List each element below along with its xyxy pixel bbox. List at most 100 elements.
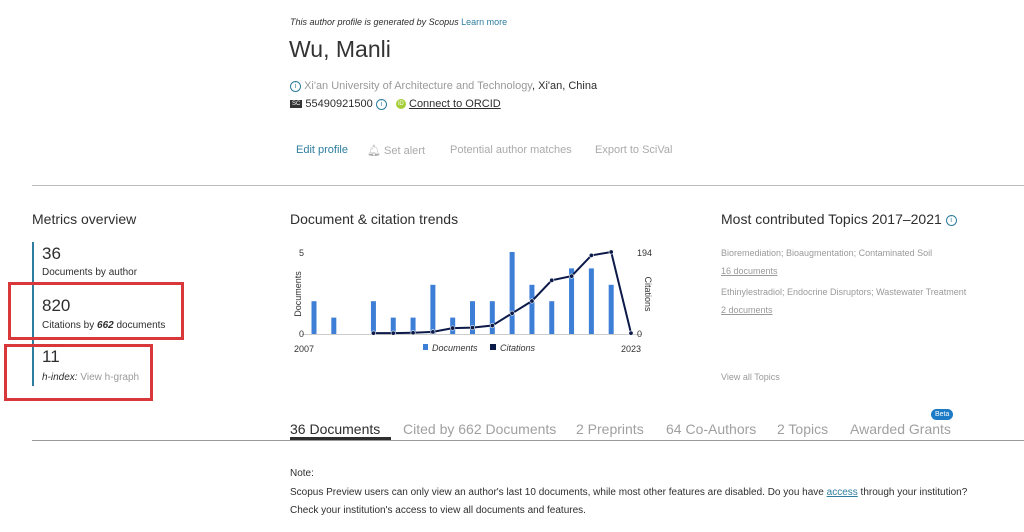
- hindex-label: h-index:: [42, 372, 78, 383]
- bar-2013: [430, 284, 436, 334]
- affiliation-row: i Xi'an University of Architecture and T…: [290, 80, 597, 92]
- export-scival-button[interactable]: Export to SciVal: [595, 144, 673, 156]
- bar-2016: [489, 301, 495, 334]
- highlight-box-citations: [8, 282, 184, 340]
- view-hgraph-link[interactable]: View h-graph: [80, 372, 140, 383]
- bar-2021: [588, 268, 594, 334]
- bar-2012: [410, 317, 416, 334]
- edit-profile-button[interactable]: Edit profile: [296, 144, 348, 156]
- trends-title: Document & citation trends: [290, 211, 459, 227]
- affiliation-link[interactable]: Xi'an University of Architecture and Tec…: [304, 80, 532, 92]
- topics-title: Most contributed Topics 2017–2021 i: [721, 211, 957, 227]
- citing-docs-count: 662: [97, 320, 114, 331]
- profile-notice: This author profile is generated by Scop…: [290, 17, 507, 27]
- set-alert-label: Set alert: [384, 145, 425, 157]
- tab-coauthors[interactable]: 64 Co-Authors: [666, 421, 757, 437]
- highlight-box-hindex: [4, 344, 153, 401]
- info-icon[interactable]: i: [375, 98, 387, 110]
- note-text: through your institution?: [857, 487, 968, 498]
- bar-2007: [311, 301, 317, 334]
- citation-point-2011: [390, 330, 396, 336]
- bell-icon: 🔔︎: [367, 145, 381, 157]
- bar-2011: [390, 317, 396, 334]
- legend-citations: Citations: [500, 343, 536, 353]
- documents-count[interactable]: 36: [42, 244, 61, 263]
- set-alert-button[interactable]: 🔔︎ Set alert: [367, 144, 425, 157]
- right-tick: 0: [637, 329, 642, 339]
- bar-2008: [331, 317, 337, 334]
- bar-2018: [529, 284, 535, 334]
- note-line1: Scopus Preview users can only view an au…: [290, 487, 967, 498]
- legend-documents: Documents: [432, 343, 478, 353]
- y-axis-label-left: Documents: [293, 271, 303, 317]
- connect-orcid-link[interactable]: Connect to ORCID: [409, 98, 501, 110]
- y-axis-label-right: Citations: [643, 276, 653, 312]
- left-tick: 0: [299, 329, 304, 339]
- divider: [32, 185, 1024, 186]
- info-icon[interactable]: i: [290, 80, 301, 92]
- left-tick: 5: [299, 248, 304, 258]
- note-title: Note:: [290, 468, 314, 479]
- scopus-id: 55490921500: [305, 98, 373, 110]
- scopus-id-icon: SC: [290, 100, 303, 109]
- citation-point-2014: [450, 325, 456, 331]
- learn-more-link[interactable]: Learn more: [461, 17, 508, 27]
- citations-count[interactable]: 820: [42, 296, 71, 315]
- note-text: Scopus Preview users can only view an au…: [290, 487, 827, 498]
- citations-label-post: documents: [113, 320, 166, 331]
- bar-2015: [470, 301, 475, 334]
- citation-point-2020: [569, 273, 575, 279]
- potential-author-matches-button[interactable]: Potential author matches: [450, 144, 572, 156]
- citation-point-2023: [628, 330, 634, 336]
- beta-badge: Beta: [931, 409, 954, 420]
- topic-name: Bioremediation; Bioaugmentation; Contami…: [721, 248, 933, 258]
- access-link[interactable]: access: [826, 487, 858, 498]
- legend-swatch-documents: [423, 344, 428, 350]
- topics-title-text: Most contributed Topics 2017–2021: [721, 211, 942, 227]
- author-name: Wu, Manli: [289, 36, 391, 62]
- metrics-bar: [32, 242, 34, 386]
- citations-label-pre: Citations by: [42, 320, 98, 331]
- citation-point-2012: [410, 330, 416, 336]
- metrics-title: Metrics overview: [32, 211, 137, 227]
- citations-line: [373, 250, 632, 335]
- tab-awarded-grants[interactable]: Awarded Grants: [850, 421, 951, 437]
- citation-point-2015: [470, 325, 476, 331]
- right-tick: 194: [637, 248, 652, 258]
- tab-documents[interactable]: 36 Documents: [290, 421, 381, 437]
- note-line2: Check your institution's access to view …: [290, 505, 586, 516]
- citation-point-2013: [430, 329, 436, 335]
- tab-topics[interactable]: 2 Topics: [777, 421, 829, 437]
- citation-point-2022: [608, 249, 614, 255]
- citation-point-2021: [588, 252, 594, 258]
- trends-chart: 0 5 0 194 2007 2023 Documents Citations Document…: [293, 248, 653, 354]
- id-row: SC 55490921500 i iD Connect to ORCID: [290, 98, 501, 110]
- citation-point-2017: [509, 310, 515, 316]
- topic-docs-link[interactable]: 2 documents: [721, 305, 773, 315]
- tab-cited-by[interactable]: Cited by 662 Documents: [403, 421, 557, 437]
- citation-point-2018: [529, 298, 535, 304]
- hindex-row: h-index: View h-graph: [42, 372, 139, 383]
- x-tick: 2007: [294, 344, 314, 354]
- citation-point-2019: [549, 277, 555, 283]
- hindex-value: 11: [42, 347, 60, 366]
- citations-label: Citations by 662 documents: [42, 320, 165, 331]
- tabs-divider: [32, 440, 1024, 441]
- bar-2010: [370, 301, 376, 334]
- topic-name: Ethinylestradiol; Endocrine Disruptors; …: [721, 287, 967, 297]
- active-tab-underline: [290, 437, 391, 440]
- citation-point-2010: [370, 330, 376, 336]
- documents-label: Documents by author: [42, 267, 138, 278]
- view-all-topics-link[interactable]: View all Topics: [721, 372, 780, 382]
- legend-swatch-citations: [490, 344, 496, 350]
- bar-2017: [509, 252, 515, 334]
- bar-2022: [608, 284, 614, 334]
- info-icon[interactable]: i: [945, 214, 957, 226]
- bar-2020: [569, 268, 575, 334]
- x-tick: 2023: [621, 344, 641, 354]
- bar-2019: [549, 301, 555, 334]
- topic-docs-link[interactable]: 16 documents: [721, 266, 778, 276]
- citation-point-2016: [489, 323, 495, 329]
- orcid-icon: iD: [395, 99, 406, 110]
- tab-preprints[interactable]: 2 Preprints: [576, 421, 644, 437]
